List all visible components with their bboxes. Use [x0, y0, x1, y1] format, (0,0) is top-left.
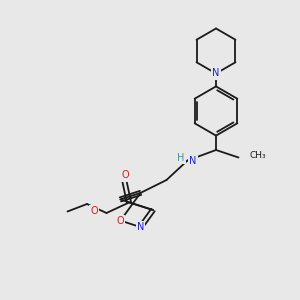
- Text: H: H: [177, 153, 184, 164]
- Text: N: N: [189, 155, 197, 166]
- Text: N: N: [212, 68, 220, 79]
- Text: O: O: [117, 216, 124, 226]
- Text: O: O: [121, 170, 129, 181]
- Text: N: N: [137, 222, 144, 232]
- Text: CH₃: CH₃: [249, 152, 266, 160]
- Text: O: O: [91, 206, 98, 216]
